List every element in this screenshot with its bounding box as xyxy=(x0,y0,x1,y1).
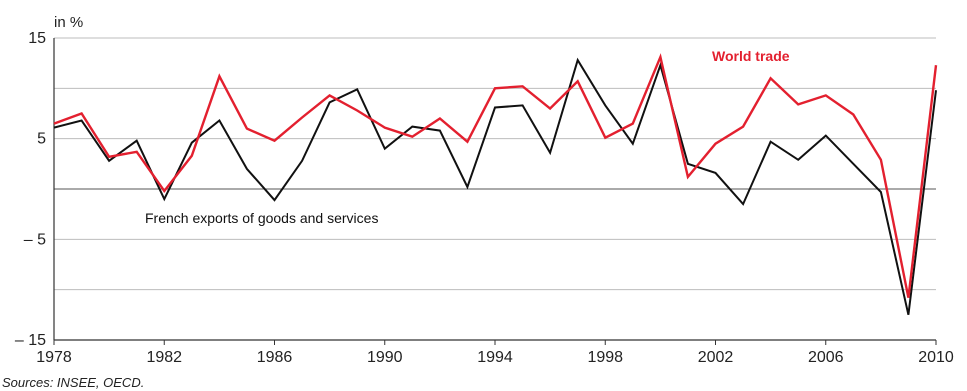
x-tick-label: 1982 xyxy=(146,349,182,366)
x-tick-label: 1994 xyxy=(477,349,513,366)
x-tick-label: 1998 xyxy=(587,349,623,366)
source-note: Sources: INSEE, OECD. xyxy=(2,375,144,390)
y-tick-label: 15 xyxy=(28,30,46,47)
x-tick-label: 1986 xyxy=(257,349,293,366)
series-lines xyxy=(53,53,938,316)
x-tick-label: 2002 xyxy=(698,349,734,366)
x-tick-label: 1990 xyxy=(367,349,403,366)
x-tick-labels: 1978 1982 1986 1990 1994 1998 2002 2006 2010 xyxy=(36,340,954,366)
y-tick-label: – 5 xyxy=(24,231,46,248)
x-tick-label: 2010 xyxy=(918,349,954,366)
series-line-french-exports xyxy=(53,57,937,316)
series-line-world-trade xyxy=(53,53,938,298)
x-tick-label: 2006 xyxy=(808,349,844,366)
series-label-world-trade: World trade xyxy=(712,48,790,64)
x-tick-label: 1978 xyxy=(36,349,72,366)
series-label-french-exports: French exports of goods and services xyxy=(145,210,378,226)
y-tick-label: – 15 xyxy=(15,332,46,349)
y-unit-label: in % xyxy=(54,14,83,31)
y-tick-labels: – 15 – 5 5 15 xyxy=(15,30,46,349)
y-tick-label: 5 xyxy=(37,131,46,148)
grid-lines xyxy=(54,37,936,291)
